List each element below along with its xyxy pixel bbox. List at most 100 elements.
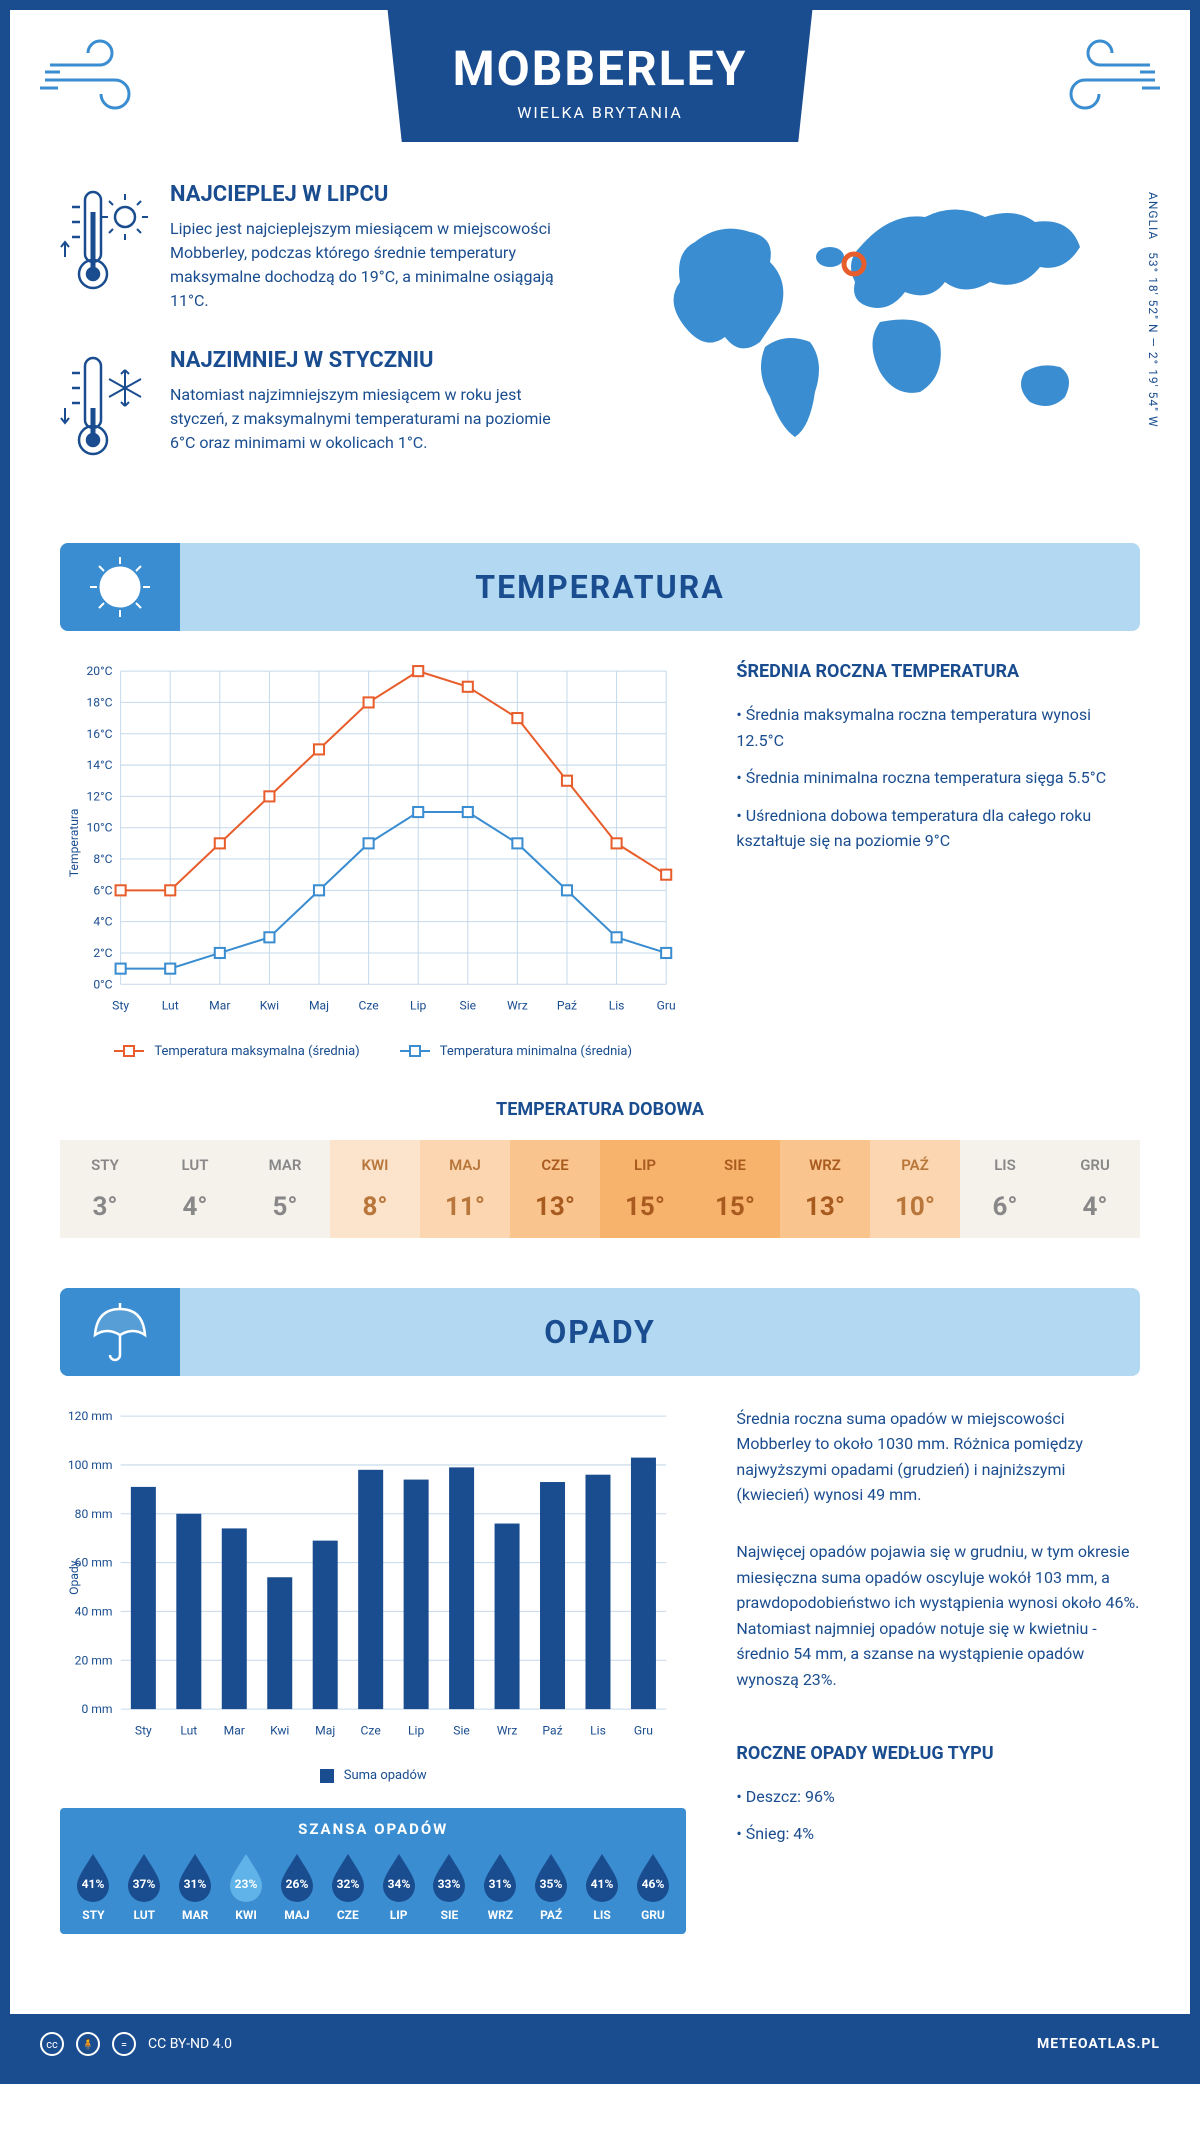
svg-text:35%: 35% — [540, 1877, 563, 1891]
svg-text:Lip: Lip — [408, 1723, 424, 1737]
daily-cell: CZE13° — [510, 1140, 600, 1238]
chance-cell: 26%MAJ — [271, 1850, 322, 1922]
by-icon: 🧍 — [76, 2032, 100, 2056]
svg-text:Mar: Mar — [224, 1723, 245, 1737]
svg-text:31%: 31% — [184, 1877, 207, 1891]
svg-text:Lip: Lip — [410, 999, 426, 1013]
svg-text:10°C: 10°C — [87, 821, 113, 835]
svg-text:0°C: 0°C — [93, 977, 112, 991]
thermometer-cold-icon — [60, 348, 150, 468]
daily-cell: SIE15° — [690, 1140, 780, 1238]
daily-cell: LIP15° — [600, 1140, 690, 1238]
coldest-text: NAJZIMNIEJ W STYCZNIU Natomiast najzimni… — [170, 348, 570, 468]
svg-text:20 mm: 20 mm — [75, 1653, 113, 1667]
precip-rain: • Deszcz: 96% — [736, 1784, 1140, 1810]
svg-text:31%: 31% — [489, 1877, 512, 1891]
coords-value: 53° 18' 52" N — 2° 19' 54" W — [1146, 252, 1160, 427]
precip-chart: 0 mm20 mm40 mm60 mm80 mm100 mm120 mmStyL… — [60, 1406, 686, 1935]
chance-cell: 41%LIS — [577, 1850, 628, 1922]
svg-text:120 mm: 120 mm — [68, 1409, 113, 1423]
footer-site: METEOATLAS.PL — [1037, 2036, 1160, 2052]
daily-temp-title: TEMPERATURA DOBOWA — [60, 1099, 1140, 1120]
legend-sum: Suma opadów — [320, 1768, 427, 1783]
svg-text:8°C: 8°C — [93, 852, 112, 866]
svg-text:Cze: Cze — [358, 999, 378, 1013]
world-map-icon — [630, 182, 1140, 462]
chance-title: SZANSA OPADÓW — [60, 1820, 686, 1838]
daily-cell: WRZ13° — [780, 1140, 870, 1238]
chance-cell: 37%LUT — [119, 1850, 170, 1922]
page-subtitle: WIELKA BRYTANIA — [246, 103, 954, 122]
svg-text:32%: 32% — [336, 1877, 359, 1891]
wind-icon-right — [1040, 30, 1160, 120]
svg-text:20°C: 20°C — [87, 664, 113, 678]
warmest-title: NAJCIEPLEJ W LIPCU — [170, 182, 570, 207]
page-title: MOBBERLEY — [246, 40, 954, 97]
svg-text:33%: 33% — [438, 1877, 461, 1891]
svg-text:14°C: 14°C — [87, 758, 113, 772]
temp-bullet-2: • Uśredniona dobowa temperatura dla całe… — [736, 803, 1140, 854]
svg-text:Lut: Lut — [162, 999, 179, 1013]
coordinates: ANGLIA 53° 18' 52" N — 2° 19' 54" W — [1146, 192, 1160, 428]
map-column: ANGLIA 53° 18' 52" N — 2° 19' 54" W — [630, 182, 1140, 503]
intro-row: NAJCIEPLEJ W LIPCU Lipiec jest najcieple… — [60, 182, 1140, 503]
daily-cell: GRU4° — [1050, 1140, 1140, 1238]
content: NAJCIEPLEJ W LIPCU Lipiec jest najcieple… — [10, 142, 1190, 2014]
svg-text:2°C: 2°C — [93, 946, 112, 960]
precip-snow: • Śnieg: 4% — [736, 1821, 1140, 1847]
svg-text:4°C: 4°C — [93, 915, 112, 929]
svg-text:Kwi: Kwi — [260, 999, 279, 1013]
svg-text:41%: 41% — [591, 1877, 614, 1891]
daily-cell: LUT4° — [150, 1140, 240, 1238]
svg-text:Paź: Paź — [557, 999, 577, 1013]
region-label: ANGLIA — [1146, 192, 1160, 240]
cc-icon: cc — [40, 2032, 64, 2056]
precip-chart-row: 0 mm20 mm40 mm60 mm80 mm100 mm120 mmStyL… — [60, 1406, 1140, 1935]
coldest-block: NAJZIMNIEJ W STYCZNIU Natomiast najzimni… — [60, 348, 570, 468]
svg-text:6°C: 6°C — [93, 883, 112, 897]
temp-chart-legend: Temperatura maksymalna (średnia) Tempera… — [60, 1044, 686, 1059]
daily-cell: KWI8° — [330, 1140, 420, 1238]
svg-text:Sty: Sty — [112, 999, 129, 1013]
legend-max: Temperatura maksymalna (średnia) — [114, 1044, 359, 1059]
precip-section-title: OPADY — [60, 1313, 1140, 1351]
svg-text:Sie: Sie — [453, 1723, 470, 1737]
coldest-body: Natomiast najzimniejszym miesiącem w rok… — [170, 383, 570, 455]
svg-text:12°C: 12°C — [87, 789, 113, 803]
footer: cc 🧍 = CC BY-ND 4.0 METEOATLAS.PL — [10, 2014, 1190, 2074]
svg-text:46%: 46% — [642, 1877, 665, 1891]
chance-cell: 41%STY — [68, 1850, 119, 1922]
svg-text:Cze: Cze — [361, 1723, 381, 1737]
svg-text:40 mm: 40 mm — [75, 1604, 113, 1618]
temperature-chart: 0°C2°C4°C6°C8°C10°C12°C14°C16°C18°C20°CS… — [60, 661, 686, 1059]
footer-license: cc 🧍 = CC BY-ND 4.0 — [40, 2032, 232, 2056]
daily-cell: MAJ11° — [420, 1140, 510, 1238]
svg-text:Sie: Sie — [460, 999, 477, 1013]
svg-text:Lut: Lut — [180, 1723, 197, 1737]
svg-text:34%: 34% — [387, 1877, 410, 1891]
svg-text:Temperatura: Temperatura — [67, 809, 81, 877]
svg-text:Kwi: Kwi — [270, 1723, 289, 1737]
chance-cell: 31%WRZ — [475, 1850, 526, 1922]
svg-text:37%: 37% — [133, 1877, 156, 1891]
svg-text:Gru: Gru — [657, 999, 676, 1013]
chance-grid: 41%STY37%LUT31%MAR23%KWI26%MAJ32%CZE34%L… — [60, 1850, 686, 1930]
precip-summary: Średnia roczna suma opadów w miejscowośc… — [736, 1406, 1140, 1935]
svg-text:26%: 26% — [286, 1877, 309, 1891]
temperature-section-title: TEMPERATURA — [60, 568, 1140, 606]
precip-p2: Najwięcej opadów pojawia się w grudniu, … — [736, 1539, 1140, 1693]
daily-cell: MAR5° — [240, 1140, 330, 1238]
svg-text:Lis: Lis — [609, 999, 625, 1013]
temperature-banner: TEMPERATURA — [60, 543, 1140, 631]
temp-chart-row: 0°C2°C4°C6°C8°C10°C12°C14°C16°C18°C20°CS… — [60, 661, 1140, 1059]
svg-text:0 mm: 0 mm — [81, 1702, 112, 1716]
nd-icon: = — [112, 2032, 136, 2056]
page-frame: MOBBERLEY WIELKA BRYTANIA — [0, 0, 1200, 2084]
svg-text:80 mm: 80 mm — [75, 1507, 113, 1521]
svg-text:Maj: Maj — [315, 1723, 335, 1737]
daily-cell: PAŹ10° — [870, 1140, 960, 1238]
svg-text:16°C: 16°C — [87, 727, 113, 741]
daily-cell: STY3° — [60, 1140, 150, 1238]
umbrella-icon — [60, 1288, 180, 1376]
warmest-text: NAJCIEPLEJ W LIPCU Lipiec jest najcieple… — [170, 182, 570, 313]
